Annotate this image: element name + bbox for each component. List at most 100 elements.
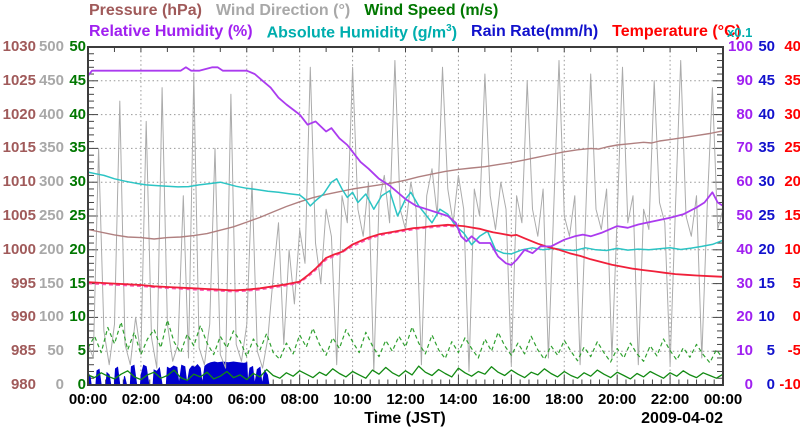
wind_speed-tick-label: 45	[69, 71, 86, 89]
wind_speed-tick-label: 40	[69, 105, 86, 123]
time-tick-label: 20:00	[597, 391, 637, 408]
axis-tick-row: 50 25 15	[726, 207, 800, 225]
rain_rate-tick-label: 15	[758, 274, 775, 292]
axis-tick-row: 1030 500 50	[2, 38, 86, 56]
relative_humidity-tick-label: 70	[736, 139, 753, 157]
legend-pressure: Pressure (hPa)	[89, 2, 202, 19]
axis-tick-row: 30 15 5	[726, 275, 800, 293]
rain_rate-tick-label: 20	[758, 240, 775, 258]
pressure-tick-label: 1000	[2, 240, 36, 258]
pressure-tick-label: 980	[10, 376, 36, 393]
rain_rate-tick-label: 10	[758, 308, 775, 326]
legend-absolute-humidity: Absolute Humidity (g/m3)	[266, 23, 458, 42]
wind_direction-tick-label: 50	[47, 342, 64, 360]
relative_humidity-tick-label: 80	[736, 105, 753, 123]
relative_humidity-tick-label: 10	[736, 342, 753, 360]
pressure-tick-label: 1025	[2, 71, 36, 89]
pressure-tick-label: 1010	[2, 173, 36, 191]
wind_speed-tick-label: 30	[69, 173, 86, 191]
axis-tick-row: 980 0 0	[2, 376, 86, 394]
temperature-tick-label: 0	[792, 308, 800, 326]
wind_direction-tick-label: 300	[38, 173, 64, 191]
rain_rate-tick-label: 25	[758, 207, 775, 224]
axis-tick-row: 1005 250 25	[2, 207, 86, 225]
relative_humidity-tick-label: 20	[736, 308, 753, 326]
wind_direction-tick-label: 450	[38, 71, 64, 89]
temperature-tick-label: 35	[784, 71, 800, 89]
legend-rain-rate: Rain Rate(mm/h)	[471, 23, 599, 40]
axis-tick-row: 1025 450 45	[2, 72, 86, 90]
legend-temperature: Temperature (°C)	[612, 23, 741, 40]
date-label: 2009-04-02	[641, 410, 723, 427]
pressure-tick-label: 990	[10, 308, 36, 326]
pressure-tick-label: 1030	[2, 38, 36, 55]
axis-tick-row: 90 45 35	[726, 72, 800, 90]
relative_humidity-tick-label: 90	[736, 71, 753, 89]
wind_direction-tick-label: 350	[38, 139, 64, 157]
axis-tick-row: 1010 300 30	[2, 173, 86, 191]
wind_direction-tick-label: 150	[38, 274, 64, 292]
series-wind_speed_avg	[87, 365, 724, 381]
axis-tick-row: 20 10 0	[726, 308, 800, 326]
series-temperature	[87, 223, 724, 292]
x-axis-title: Time (JST)	[364, 410, 446, 427]
time-tick-label: 14:00	[439, 391, 478, 408]
temperature-tick-label: 25	[784, 139, 800, 157]
pressure-tick-label: 995	[10, 274, 36, 292]
pressure-tick-label: 985	[10, 342, 36, 360]
axis-tick-row: 1015 350 35	[2, 139, 86, 157]
temperature-tick-label: 30	[784, 105, 800, 123]
relative_humidity-tick-label: 100	[727, 38, 753, 55]
rain_rate-tick-label: 35	[758, 139, 775, 157]
wind_direction-tick-label: 500	[38, 38, 64, 55]
pressure-tick-label: 1015	[2, 139, 36, 157]
time-tick-label: 04:00	[174, 391, 214, 408]
series-relative_humidity	[87, 66, 724, 266]
axis-tick-row: 10 5 -5	[726, 342, 800, 360]
series-pressure	[87, 130, 724, 240]
wind_speed-tick-label: 5	[77, 342, 86, 360]
rain_rate-tick-label: 45	[758, 71, 775, 89]
time-tick-label: 00:00	[703, 391, 743, 408]
axis-tick-row: 70 35 25	[726, 139, 800, 157]
wind_speed-tick-label: 35	[69, 139, 86, 157]
rain_rate-tick-label: 0	[766, 376, 775, 393]
relative_humidity-tick-label: 30	[736, 274, 753, 292]
time-tick-label: 02:00	[121, 391, 161, 408]
axis-tick-row: 990 100 10	[2, 308, 86, 326]
wind_speed-tick-label: 25	[69, 207, 86, 224]
rain_rate-tick-label: 30	[758, 173, 775, 191]
axis-tick-row: 1000 200 20	[2, 241, 86, 259]
plot-frame	[87, 46, 724, 386]
axis-tick-row: 1020 400 40	[2, 106, 86, 124]
series-wind_speed_gust	[87, 319, 724, 364]
rain_rate-tick-label: 40	[758, 105, 775, 123]
temperature-tick-label: -5	[787, 342, 800, 360]
axis-tick-row: 995 150 15	[2, 275, 86, 293]
time-tick-label: 06:00	[227, 391, 266, 408]
wind_speed-tick-label: 50	[69, 38, 86, 55]
time-tick-label: 12:00	[386, 391, 425, 408]
axis-tick-row: 0 0 -10	[726, 376, 800, 394]
wind_speed-tick-label: 15	[69, 274, 86, 292]
axis-tick-row: 80 40 30	[726, 106, 800, 124]
wind_speed-tick-label: 20	[69, 240, 86, 258]
legend-row-1: Pressure (hPa) Wind Direction (°) Wind S…	[89, 2, 498, 20]
abs-humidity-scale-note: x0.1	[727, 25, 753, 40]
time-tick-label: 08:00	[280, 391, 319, 408]
temperature-tick-label: 10	[784, 240, 800, 258]
axis-tick-row: 985 50 5	[2, 342, 86, 360]
axis-tick-row: 60 30 20	[726, 173, 800, 191]
pressure-tick-label: 1020	[2, 105, 36, 123]
relative_humidity-tick-label: 50	[736, 207, 753, 224]
rain_rate-tick-label: 50	[758, 38, 775, 55]
wind_speed-tick-label: 10	[69, 308, 86, 326]
rain_rate-tick-label: 5	[766, 342, 775, 360]
wind_direction-tick-label: 100	[38, 308, 64, 326]
relative_humidity-tick-label: 40	[736, 240, 753, 258]
temperature-tick-label: 15	[784, 207, 800, 224]
legend-relative-humidity: Relative Humidity (%)	[89, 23, 253, 40]
temperature-tick-label: 20	[784, 173, 800, 191]
series-absolute_humidity_x10	[87, 171, 724, 255]
